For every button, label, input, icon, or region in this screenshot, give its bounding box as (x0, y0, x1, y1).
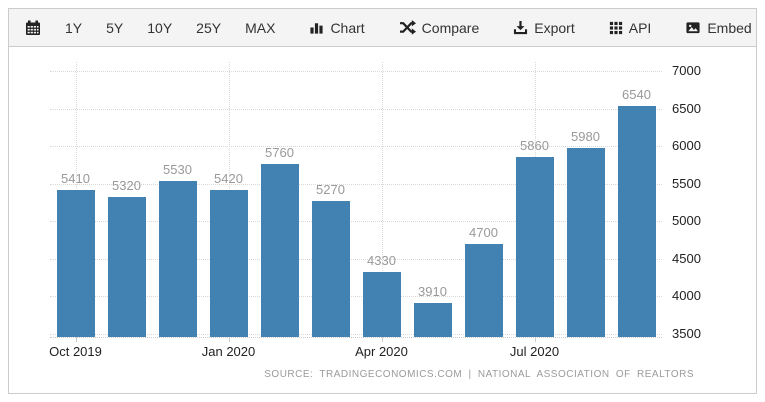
y-axis-label: 3500 (672, 325, 701, 341)
range-button-25y[interactable]: 25Y (184, 9, 233, 46)
chart-button-label: Chart (330, 19, 365, 36)
x-axis-label: Oct 2019 (49, 344, 102, 359)
gridline-vertical (381, 62, 383, 337)
export-button-label: Export (534, 19, 575, 36)
range-button-1y[interactable]: 1Y (53, 9, 94, 46)
plot-area: 7000 6500 6000 5500 5000 4500 4000 3500 Oct 2019… (9, 48, 756, 393)
compare-button-label: Compare (421, 19, 480, 36)
gridline-horizontal (50, 183, 662, 185)
y-axis-label: 6500 (672, 100, 701, 116)
bar-value-label: 5320 (112, 178, 141, 194)
x-axis-line (50, 337, 662, 338)
bar[interactable] (158, 181, 197, 337)
gridline-horizontal (50, 296, 662, 298)
gridline-horizontal (50, 146, 662, 148)
bar-value-label: 4330 (367, 252, 396, 268)
calendar-button[interactable] (13, 9, 53, 46)
bar-value-label: 3910 (418, 284, 447, 300)
embed-button[interactable]: Embed (673, 9, 763, 46)
bar-value-label: 5270 (316, 181, 345, 197)
gridline-horizontal (50, 108, 662, 110)
y-axis-label: 6000 (672, 138, 701, 154)
compare-button[interactable]: Compare (387, 9, 492, 46)
bar-value-label: 5860 (520, 137, 549, 153)
y-axis-label: 5500 (672, 175, 701, 191)
image-icon (685, 20, 701, 35)
bar[interactable] (362, 271, 401, 337)
bar[interactable] (464, 243, 503, 337)
embed-button-label: Embed (707, 19, 752, 36)
export-button[interactable]: Export (501, 9, 586, 46)
x-axis-tick (534, 337, 536, 342)
y-axis-label: 4000 (672, 288, 701, 304)
y-axis-label: 7000 (672, 63, 701, 78)
range-button-10y[interactable]: 10Y (135, 9, 184, 46)
bar-value-label: 5410 (61, 171, 90, 187)
chart-widget: 1Y 5Y 10Y 25Y MAX Chart (8, 8, 757, 394)
chart-type-button[interactable]: Chart (297, 9, 376, 46)
x-axis-tick (228, 337, 230, 342)
api-button[interactable]: API (597, 9, 664, 46)
bar[interactable] (617, 105, 656, 337)
download-icon (513, 20, 528, 35)
shuffle-icon (399, 20, 416, 35)
bar[interactable] (56, 190, 95, 337)
gridline-horizontal (50, 333, 662, 335)
x-axis-label: Apr 2020 (355, 344, 408, 359)
toolbar: 1Y 5Y 10Y 25Y MAX Chart (9, 9, 756, 47)
gridline-horizontal (50, 71, 662, 72)
bar[interactable] (107, 197, 146, 337)
bar[interactable] (260, 164, 299, 337)
x-axis-tick (381, 337, 383, 342)
api-button-label: API (628, 19, 652, 36)
chart-area: 7000 6500 6000 5500 5000 4500 4000 3500 Oct 2019… (9, 48, 756, 393)
y-axis-label: 4500 (672, 250, 701, 266)
bar[interactable] (311, 200, 350, 337)
x-axis-tick (75, 337, 77, 342)
x-axis-label: Jul 2020 (509, 344, 560, 359)
bar[interactable] (515, 156, 554, 337)
bar-value-label: 5420 (214, 170, 243, 186)
bar-value-label: 6540 (622, 86, 651, 102)
gridline-horizontal (50, 258, 662, 260)
bar[interactable] (566, 147, 605, 337)
bar-chart-icon (309, 20, 324, 35)
x-axis-label: Jan 2020 (201, 344, 256, 359)
bar-value-label: 5760 (265, 145, 294, 161)
bar-value-label: 5980 (571, 128, 600, 144)
bar[interactable] (209, 189, 248, 337)
bar-value-label: 4700 (469, 224, 498, 240)
range-button-max[interactable]: MAX (233, 9, 287, 46)
range-button-5y[interactable]: 5Y (94, 9, 135, 46)
source-text: SOURCE: TRADINGECONOMICS.COM | NATIONAL … (264, 369, 694, 380)
bar-value-label: 5530 (163, 162, 192, 178)
grid-icon (609, 21, 623, 35)
bar[interactable] (413, 303, 452, 337)
gridline-horizontal (50, 221, 662, 223)
calendar-icon (25, 20, 41, 36)
y-axis-label: 5000 (672, 213, 701, 229)
